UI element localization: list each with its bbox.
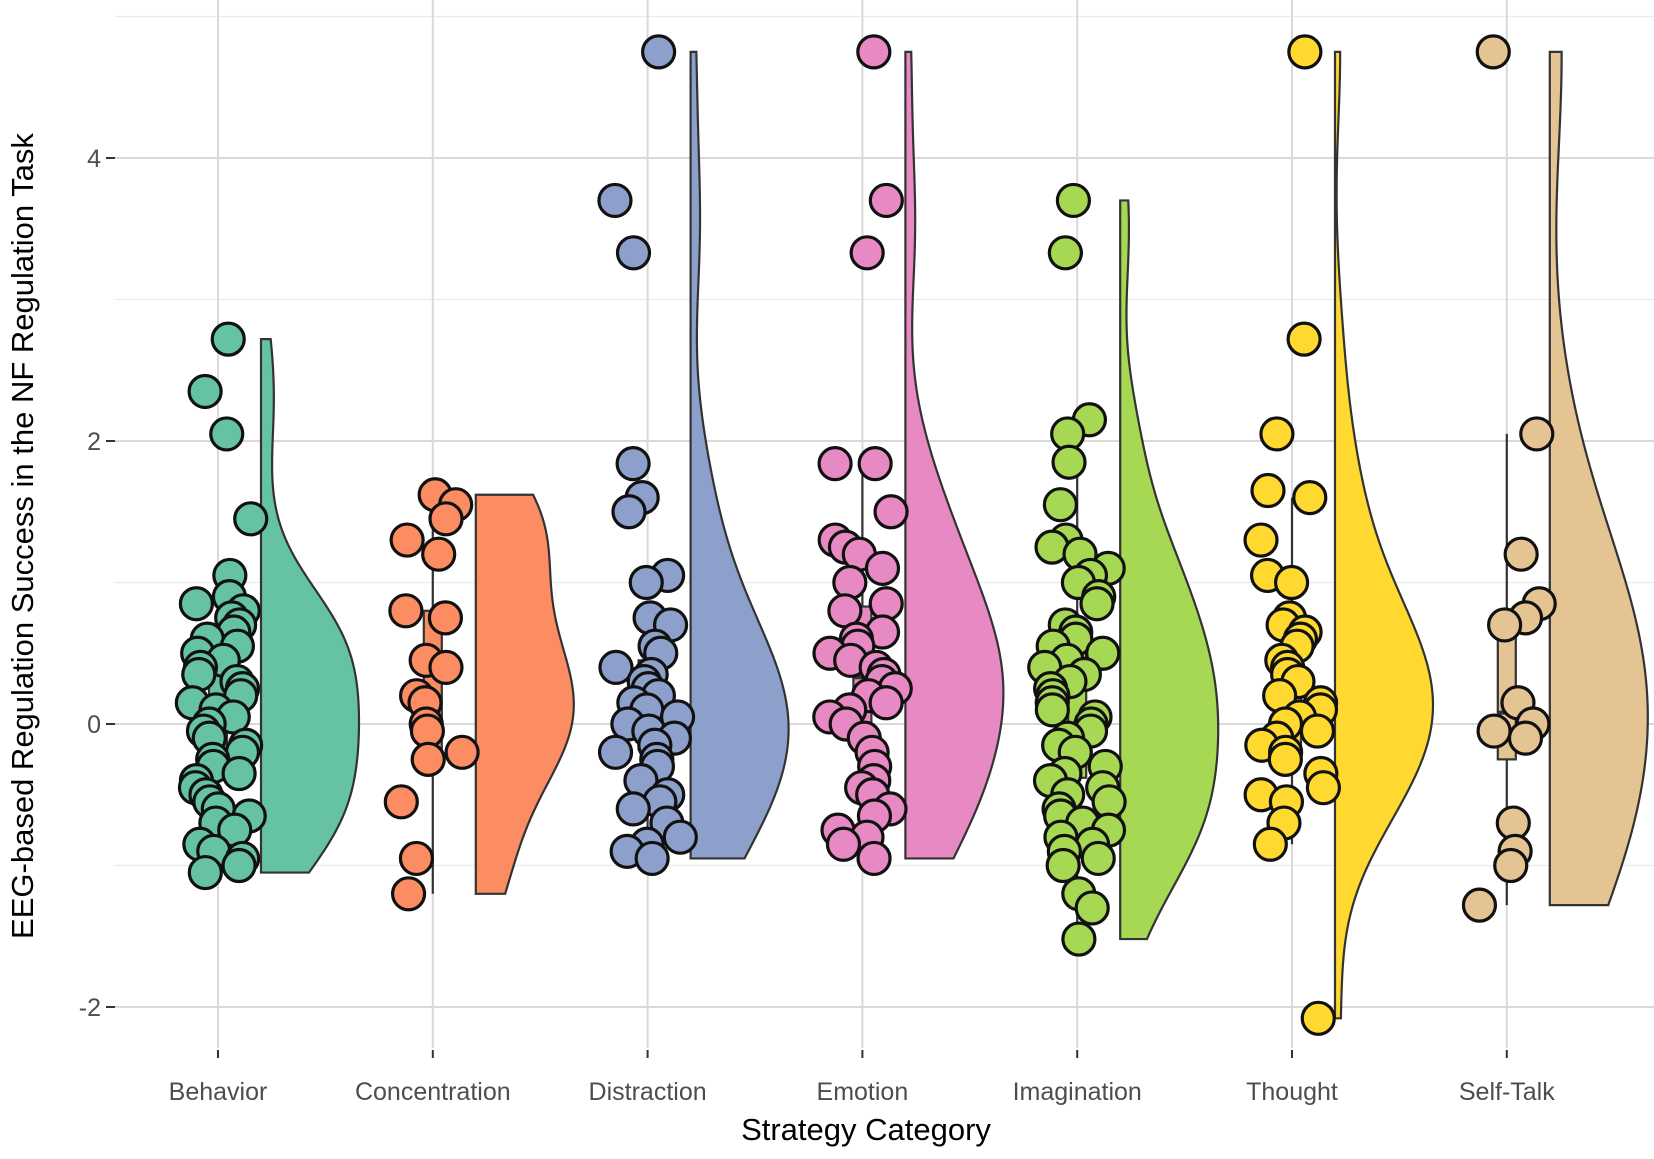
data-point [233, 501, 269, 537]
data-point [641, 34, 677, 70]
data-point [1250, 472, 1286, 509]
data-point [1475, 34, 1511, 70]
data-point [1252, 826, 1288, 862]
density-cloud-concentration [474, 493, 575, 895]
data-point [662, 819, 698, 855]
data-point [611, 494, 647, 530]
data-point [1300, 1000, 1336, 1036]
data-point [221, 847, 257, 884]
data-point [389, 522, 425, 558]
y-tick-label: 2 [87, 428, 101, 456]
x-axis-title: Strategy Category [741, 1112, 991, 1147]
density-cloud-emotion [904, 50, 1005, 860]
data-point [410, 741, 446, 777]
data-point [615, 235, 652, 271]
y-axis-ticks: -2 0 2 4 [79, 145, 115, 1022]
x-axis-ticks: Behavior Concentration Distraction Emotion I… [169, 1050, 1555, 1106]
data-points [174, 34, 1557, 1036]
y-axis-title: EEG-based Regulation Success in the NF R… [5, 133, 40, 939]
data-point [856, 840, 892, 877]
data-point [825, 826, 862, 862]
data-point [1042, 487, 1079, 523]
density-clouds [259, 50, 1649, 1020]
data-point [1080, 840, 1116, 877]
data-point [1267, 741, 1303, 777]
data-point [1519, 416, 1555, 452]
density-cloud-thought [1333, 50, 1435, 1020]
y-tick-label: -2 [79, 994, 101, 1022]
x-tick-label-thought: Thought [1246, 1078, 1338, 1106]
density-cloud-distraction [689, 50, 790, 860]
data-point [628, 564, 664, 601]
y-tick-label: 4 [87, 145, 101, 173]
data-point [187, 854, 223, 891]
data-point [597, 182, 633, 219]
density-cloud-self-talk [1548, 50, 1649, 907]
data-point [1074, 890, 1110, 926]
data-point [210, 321, 246, 357]
data-point [178, 586, 214, 622]
data-point [856, 34, 892, 70]
data-point [1461, 887, 1498, 923]
data-point [864, 550, 901, 586]
data-point [857, 446, 893, 482]
data-point [388, 593, 424, 629]
data-point [849, 235, 885, 271]
data-point [181, 656, 217, 693]
data-point [1503, 536, 1539, 572]
data-point [1273, 564, 1310, 601]
data-point [634, 840, 670, 877]
density-cloud-behavior [259, 338, 361, 874]
data-point [598, 649, 634, 686]
data-point [444, 734, 480, 770]
data-point [209, 416, 245, 452]
data-point [1259, 416, 1295, 452]
density-cloud-imagination [1119, 199, 1220, 941]
x-tick-label-emotion: Emotion [817, 1078, 909, 1106]
data-point [1507, 720, 1544, 756]
data-point [868, 685, 904, 721]
data-point [1061, 921, 1097, 957]
data-point [597, 734, 634, 770]
x-tick-label-distraction: Distraction [589, 1078, 707, 1106]
x-tick-label-behavior: Behavior [169, 1078, 268, 1106]
data-point [187, 373, 223, 410]
data-point [1493, 847, 1529, 884]
data-point [1055, 182, 1092, 219]
data-point [832, 564, 868, 601]
data-point [1079, 586, 1115, 622]
data-point [615, 791, 651, 827]
data-point [817, 446, 853, 482]
data-point [221, 755, 257, 792]
data-point [1476, 713, 1512, 749]
data-point [398, 840, 435, 877]
data-point [428, 501, 464, 537]
data-point [1034, 692, 1070, 728]
data-point [390, 876, 427, 912]
data-point [428, 649, 464, 686]
data-point [421, 536, 457, 572]
data-point [1051, 444, 1087, 480]
data-point [868, 182, 904, 219]
data-point [1487, 607, 1523, 643]
data-point [1305, 770, 1341, 806]
data-point [615, 446, 651, 482]
data-point [1292, 480, 1328, 516]
data-point [1045, 847, 1081, 884]
x-tick-label-self-talk: Self-Talk [1459, 1078, 1555, 1106]
data-point [1286, 321, 1322, 357]
x-tick-label-concentration: Concentration [355, 1078, 511, 1106]
y-tick-label: 0 [87, 711, 101, 739]
data-point [1299, 713, 1336, 749]
data-point [383, 784, 419, 820]
x-tick-label-imagination: Imagination [1013, 1078, 1142, 1106]
data-point [1047, 235, 1083, 271]
data-point [427, 600, 464, 636]
data-point [1287, 34, 1323, 70]
data-point [1243, 522, 1279, 558]
data-point [873, 494, 909, 530]
